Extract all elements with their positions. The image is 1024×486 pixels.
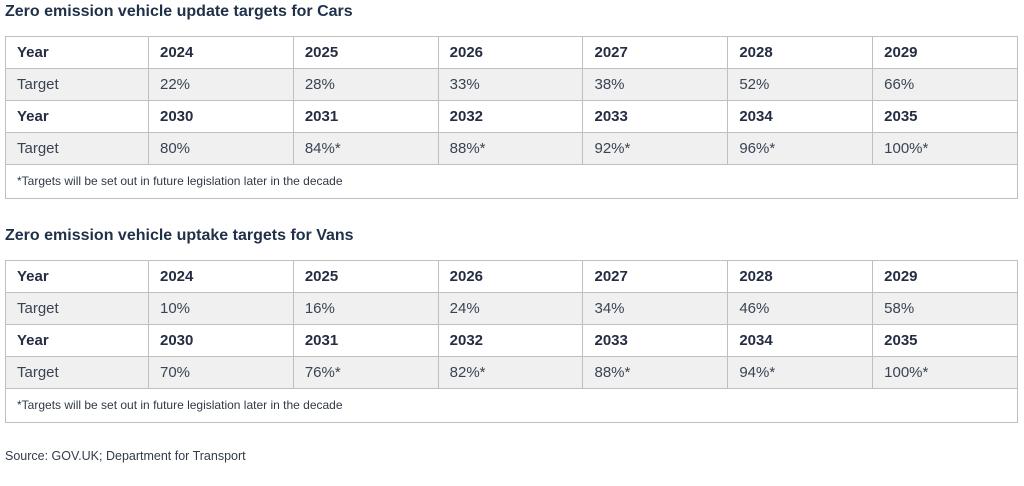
year-label-cell: Year — [5, 324, 149, 357]
target-value-cell: 88%* — [582, 356, 729, 389]
year-cell: 2028 — [727, 36, 874, 69]
target-value-cell: 34% — [582, 292, 729, 325]
year-cell: 2033 — [582, 100, 729, 133]
year-cell: 2025 — [292, 260, 439, 293]
footnote-cell: *Targets will be set out in future legis… — [5, 388, 1018, 423]
target-value-cell: 96%* — [727, 132, 874, 165]
year-cell: 2026 — [437, 36, 584, 69]
target-value-cell: 24% — [437, 292, 584, 325]
year-cell: 2035 — [872, 324, 1018, 357]
vans-target-row-1: Target 10% 16% 24% 34% 46% 58% — [5, 292, 1018, 325]
target-value-cell: 70% — [148, 356, 294, 389]
year-label-cell: Year — [5, 36, 149, 69]
source-attribution: Source: GOV.UK; Department for Transport — [5, 449, 246, 463]
target-value-cell: 100%* — [872, 356, 1018, 389]
vans-target-row-2: Target 70% 76%* 82%* 88%* 94%* 100%* — [5, 356, 1018, 389]
year-cell: 2029 — [872, 260, 1018, 293]
year-cell: 2027 — [582, 36, 729, 69]
target-label-cell: Target — [5, 292, 149, 325]
target-value-cell: 80% — [148, 132, 294, 165]
year-cell: 2034 — [727, 100, 874, 133]
page: Zero emission vehicle update targets for… — [5, 3, 1018, 463]
year-cell: 2024 — [148, 260, 294, 293]
year-cell: 2025 — [292, 36, 439, 69]
year-cell: 2030 — [148, 324, 294, 357]
cars-year-header-row-2: Year 2030 2031 2032 2033 2034 2035 — [5, 100, 1018, 133]
target-value-cell: 94%* — [727, 356, 874, 389]
target-value-cell: 46% — [727, 292, 874, 325]
cars-table-title: Zero emission vehicle update targets for… — [5, 3, 353, 20]
target-value-cell: 76%* — [292, 356, 439, 389]
cars-year-header-row-1: Year 2024 2025 2026 2027 2028 2029 — [5, 36, 1018, 69]
year-cell: 2030 — [148, 100, 294, 133]
target-value-cell: 16% — [292, 292, 439, 325]
target-value-cell: 66% — [872, 68, 1018, 101]
year-cell: 2027 — [582, 260, 729, 293]
year-label-cell: Year — [5, 100, 149, 133]
target-value-cell: 22% — [148, 68, 294, 101]
target-value-cell: 88%* — [437, 132, 584, 165]
vans-table-title: Zero emission vehicle uptake targets for… — [5, 227, 354, 244]
target-label-cell: Target — [5, 132, 149, 165]
target-label-cell: Target — [5, 356, 149, 389]
target-label-cell: Target — [5, 68, 149, 101]
target-value-cell: 92%* — [582, 132, 729, 165]
year-cell: 2035 — [872, 100, 1018, 133]
year-cell: 2031 — [292, 100, 439, 133]
year-cell: 2028 — [727, 260, 874, 293]
year-label-cell: Year — [5, 260, 149, 293]
target-value-cell: 38% — [582, 68, 729, 101]
cars-targets-table: Year 2024 2025 2026 2027 2028 2029 Targe… — [5, 36, 1018, 199]
year-cell: 2031 — [292, 324, 439, 357]
year-cell: 2029 — [872, 36, 1018, 69]
target-value-cell: 52% — [727, 68, 874, 101]
target-value-cell: 28% — [292, 68, 439, 101]
target-value-cell: 100%* — [872, 132, 1018, 165]
target-value-cell: 33% — [437, 68, 584, 101]
footnote-cell: *Targets will be set out in future legis… — [5, 164, 1018, 199]
year-cell: 2032 — [437, 324, 584, 357]
vans-targets-table: Year 2024 2025 2026 2027 2028 2029 Targe… — [5, 260, 1018, 423]
target-value-cell: 58% — [872, 292, 1018, 325]
year-cell: 2034 — [727, 324, 874, 357]
year-cell: 2033 — [582, 324, 729, 357]
cars-target-row-2: Target 80% 84%* 88%* 92%* 96%* 100%* — [5, 132, 1018, 165]
vans-year-header-row-1: Year 2024 2025 2026 2027 2028 2029 — [5, 260, 1018, 293]
target-value-cell: 10% — [148, 292, 294, 325]
cars-target-row-1: Target 22% 28% 33% 38% 52% 66% — [5, 68, 1018, 101]
year-cell: 2026 — [437, 260, 584, 293]
year-cell: 2032 — [437, 100, 584, 133]
target-value-cell: 82%* — [437, 356, 584, 389]
year-cell: 2024 — [148, 36, 294, 69]
target-value-cell: 84%* — [292, 132, 439, 165]
cars-footnote-row: *Targets will be set out in future legis… — [5, 164, 1018, 199]
vans-footnote-row: *Targets will be set out in future legis… — [5, 388, 1018, 423]
vans-year-header-row-2: Year 2030 2031 2032 2033 2034 2035 — [5, 324, 1018, 357]
